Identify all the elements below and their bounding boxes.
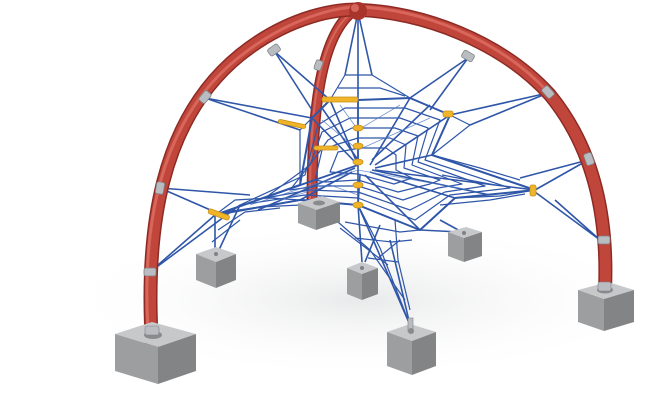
collar — [198, 90, 212, 104]
connector — [207, 208, 230, 221]
concrete-block — [298, 196, 340, 230]
connector — [352, 201, 364, 209]
collar — [597, 235, 611, 245]
connector — [352, 142, 364, 150]
collar — [154, 181, 166, 195]
rope-net — [149, 11, 601, 326]
top-joint — [349, 2, 367, 20]
connector — [277, 119, 307, 129]
concrete-block — [448, 227, 482, 262]
connector — [442, 110, 454, 118]
connector — [313, 145, 339, 151]
concrete-block — [347, 262, 378, 300]
concrete-block — [578, 281, 634, 331]
collar — [143, 267, 157, 277]
collar — [583, 152, 595, 166]
rope-connectors — [207, 96, 537, 221]
connector — [321, 96, 359, 103]
arch-collars — [143, 43, 611, 277]
collar — [313, 59, 324, 71]
concrete-block — [115, 322, 196, 384]
connector — [352, 181, 364, 189]
collar — [267, 43, 281, 57]
connector — [352, 158, 364, 166]
connector — [352, 124, 364, 132]
concrete-block — [196, 247, 236, 288]
collar — [541, 85, 555, 99]
concrete-block — [387, 317, 436, 375]
connector — [529, 184, 537, 197]
collar — [461, 49, 475, 63]
